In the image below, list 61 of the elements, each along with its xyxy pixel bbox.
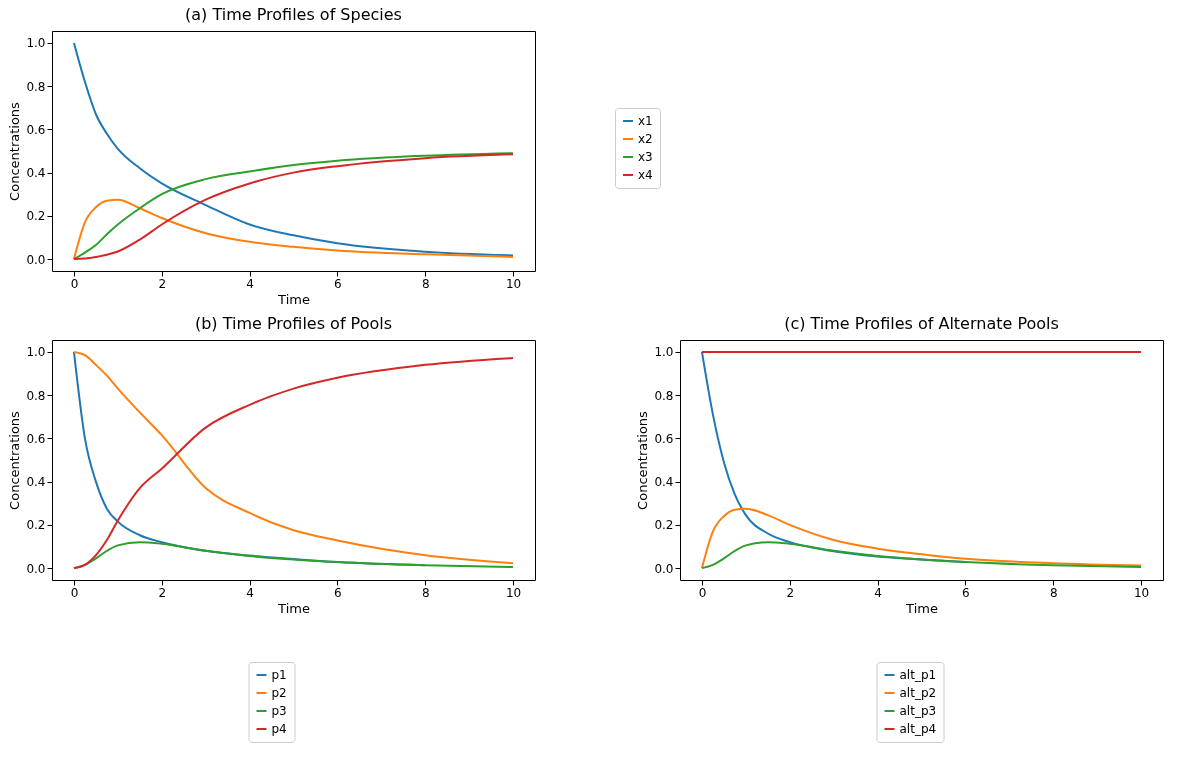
y-tick-label: 0.0	[26, 252, 46, 267]
y-tick-label: 0.0	[654, 561, 674, 576]
y-axis-title: Concentrations	[7, 410, 23, 510]
x-tick-label: 8	[421, 276, 430, 291]
y-tick-label: 0.4	[26, 475, 46, 490]
x-tick-label: 4	[874, 585, 882, 600]
x-tick-label: 4	[246, 276, 254, 291]
y-tick-label: 1.0	[654, 345, 674, 360]
x-tick-label: 2	[786, 585, 795, 600]
legend-label: x4	[638, 168, 653, 182]
line-series	[700, 507, 1143, 570]
x-axis-title: Time	[277, 600, 310, 616]
x-tick-label: 6	[334, 276, 342, 291]
legend-label: p3	[271, 704, 287, 718]
x-axis-title: Time	[277, 291, 310, 307]
x-tick-label: 6	[334, 585, 342, 600]
y-tick-label: 1.0	[26, 345, 46, 360]
legend-label: x1	[638, 114, 653, 128]
legend-label: p4	[271, 722, 287, 736]
chart-title: (a) Time Profiles of Species	[185, 5, 402, 24]
y-tick-label: 0.0	[26, 561, 46, 576]
y-tick-label: 0.2	[26, 209, 46, 224]
y-tick-label: 0.8	[26, 79, 46, 94]
x-tick-label: 0	[70, 276, 79, 291]
legend-label: p1	[271, 668, 287, 682]
legend-label: alt_p3	[899, 704, 937, 718]
line-series	[72, 41, 515, 257]
legend-label: x3	[638, 150, 653, 164]
y-tick-label: 0.4	[26, 166, 46, 181]
x-tick-label: 6	[962, 585, 970, 600]
legend-label: p2	[271, 686, 287, 700]
legend-label: alt_p4	[899, 722, 937, 736]
x-tick-label: 10	[1133, 585, 1150, 600]
y-tick-label: 0.8	[654, 388, 674, 403]
x-tick-label: 2	[158, 276, 167, 291]
y-tick-label: 0.2	[26, 518, 46, 533]
y-tick-label: 0.8	[26, 388, 46, 403]
y-axis-title: Concentrations	[7, 101, 23, 201]
y-tick-label: 0.6	[654, 431, 674, 446]
legend-label: alt_p1	[899, 668, 937, 682]
y-tick-label: 0.6	[26, 431, 46, 446]
y-tick-label: 0.2	[654, 518, 674, 533]
x-tick-label: 10	[505, 276, 522, 291]
y-tick-label: 0.6	[26, 122, 46, 137]
y-tick-label: 0.4	[654, 475, 674, 490]
x-tick-label: 2	[158, 585, 167, 600]
chart-title: (c) Time Profiles of Alternate Pools	[784, 314, 1059, 333]
y-axis-title: Concentrations	[635, 410, 651, 510]
x-tick-label: 8	[421, 585, 430, 600]
legend-label: x2	[638, 132, 653, 146]
x-axis-title: Time	[905, 600, 938, 616]
x-tick-label: 8	[1049, 585, 1058, 600]
x-tick-label: 0	[70, 585, 79, 600]
y-tick-label: 1.0	[26, 36, 46, 51]
x-tick-label: 10	[505, 585, 522, 600]
legend-label: alt_p2	[899, 686, 937, 700]
chart-title: (b) Time Profiles of Pools	[194, 314, 393, 333]
x-tick-label: 0	[698, 585, 707, 600]
line-series	[700, 541, 1143, 570]
line-series	[72, 198, 515, 261]
x-tick-label: 4	[246, 585, 254, 600]
